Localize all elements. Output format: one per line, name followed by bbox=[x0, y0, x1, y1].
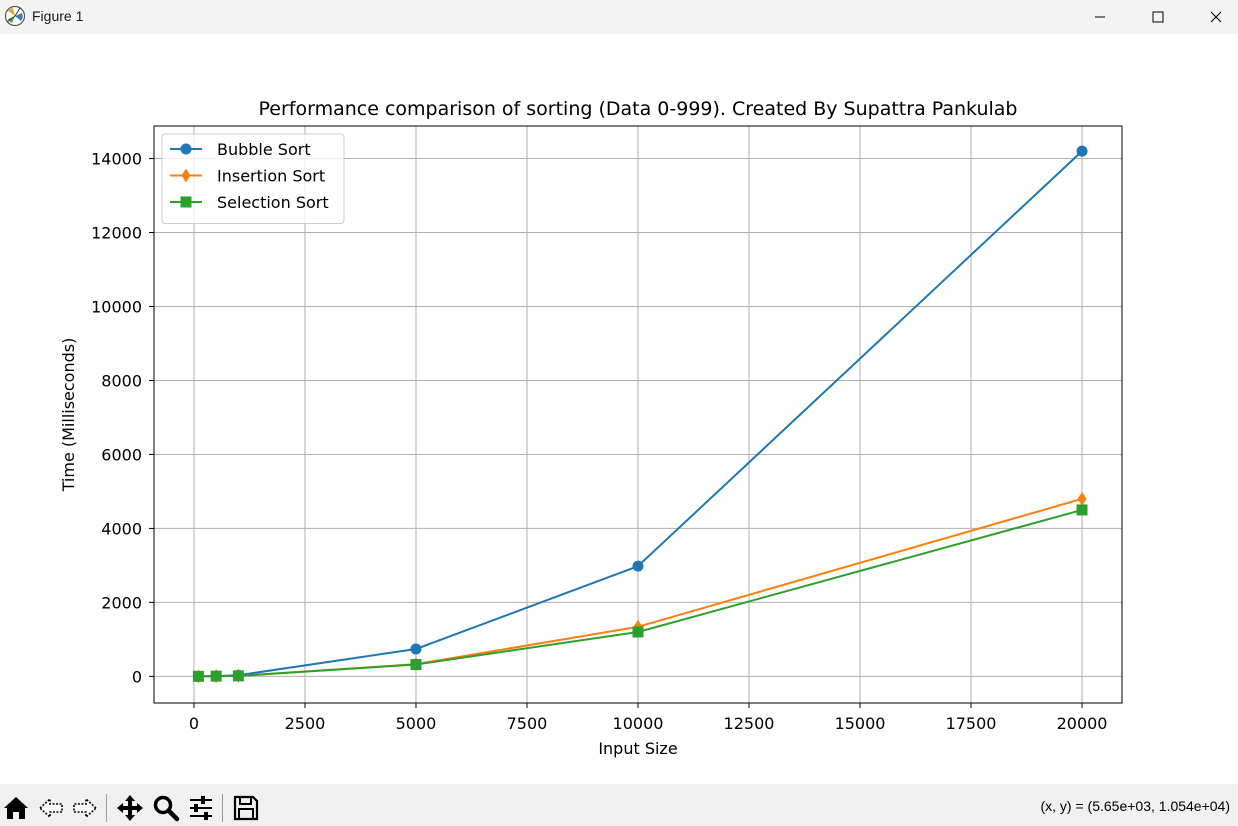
y-tick-label: 4000 bbox=[101, 519, 142, 538]
matplotlib-app-icon bbox=[4, 5, 26, 27]
series-line-insertion-sort bbox=[198, 497, 1083, 678]
data-point-bubble-sort bbox=[632, 560, 644, 572]
legend-label: Bubble Sort bbox=[217, 140, 311, 159]
y-tick-label: 2000 bbox=[101, 593, 142, 612]
close-button[interactable] bbox=[1187, 0, 1238, 34]
legend-marker bbox=[181, 168, 191, 183]
navigation-toolbar: (x, y) = (5.65e+03, 1.054e+04) bbox=[0, 784, 1238, 826]
y-tick-label: 8000 bbox=[101, 371, 142, 390]
y-tick-label: 6000 bbox=[101, 445, 142, 464]
y-tick-label: 14000 bbox=[91, 150, 142, 169]
pan-move-icon bbox=[117, 795, 143, 821]
line-chart: Performance comparison of sorting (Data … bbox=[59, 98, 1123, 758]
zoom-magnifier-icon bbox=[153, 795, 180, 822]
configure-subplots-icon bbox=[190, 796, 212, 820]
x-axis-label: Input Size bbox=[598, 739, 677, 758]
legend-marker bbox=[180, 196, 192, 208]
minimize-icon bbox=[1095, 16, 1105, 18]
y-tick-label: 10000 bbox=[91, 297, 142, 316]
cursor-coordinates-readout: (x, y) = (5.65e+03, 1.054e+04) bbox=[1040, 798, 1230, 814]
data-point-bubble-sort bbox=[1076, 145, 1088, 157]
y-axis-label: Time (Milliseconds) bbox=[59, 338, 78, 493]
plot-frame bbox=[153, 125, 1123, 704]
legend-entry-insertion-sort: Insertion Sort bbox=[170, 167, 325, 186]
figure-canvas[interactable]: Performance comparison of sorting (Data … bbox=[0, 34, 1238, 784]
configure-subplots-button[interactable] bbox=[186, 793, 216, 823]
data-point-bubble-sort bbox=[410, 643, 422, 655]
series-bubble-sort bbox=[192, 145, 1088, 682]
toolbar-separator bbox=[222, 794, 223, 822]
data-point-selection-sort bbox=[232, 670, 244, 682]
legend-entry-selection-sort: Selection Sort bbox=[170, 193, 329, 212]
x-tick-label: 20000 bbox=[1057, 714, 1108, 733]
chart-title: Performance comparison of sorting (Data … bbox=[259, 98, 1018, 120]
save-floppy-icon bbox=[233, 795, 259, 821]
pan-button[interactable] bbox=[115, 793, 145, 823]
series-line-selection-sort bbox=[198, 508, 1083, 678]
window-title: Figure 1 bbox=[32, 8, 84, 24]
minimize-button[interactable] bbox=[1071, 0, 1129, 34]
zoom-button[interactable] bbox=[151, 793, 181, 823]
x-tick-label: 0 bbox=[189, 714, 199, 733]
legend-marker bbox=[180, 143, 192, 155]
x-tick-label: 12500 bbox=[724, 714, 775, 733]
series-insertion-sort bbox=[193, 491, 1087, 684]
maximize-icon bbox=[1152, 11, 1164, 23]
legend: Bubble Sort Insertion Sort Selection Sort bbox=[161, 133, 345, 224]
series-selection-sort bbox=[192, 504, 1088, 682]
data-point-selection-sort bbox=[192, 670, 204, 682]
close-icon bbox=[1210, 11, 1222, 23]
save-button[interactable] bbox=[231, 793, 261, 823]
legend-label: Insertion Sort bbox=[217, 167, 325, 186]
x-tick-label: 5000 bbox=[396, 714, 437, 733]
y-tick-label: 12000 bbox=[91, 224, 142, 243]
x-tick-label: 2500 bbox=[285, 714, 326, 733]
x-tick-label: 7500 bbox=[507, 714, 548, 733]
back-button[interactable] bbox=[36, 793, 66, 823]
data-point-selection-sort bbox=[410, 659, 422, 671]
y-tick-label: 0 bbox=[132, 667, 142, 686]
x-tick-label: 17500 bbox=[946, 714, 997, 733]
series-line-bubble-sort bbox=[198, 150, 1083, 678]
data-point-selection-sort bbox=[210, 670, 222, 682]
legend-box bbox=[161, 133, 345, 224]
axis-ticks: 0 2500 5000 7500 10000 12500 15000 17500 20000 0 2… bbox=[91, 150, 1107, 733]
toolbar-separator bbox=[106, 794, 107, 822]
data-point-selection-sort bbox=[632, 626, 644, 638]
data-point-selection-sort bbox=[1076, 504, 1088, 516]
series-lines bbox=[192, 145, 1088, 684]
x-tick-label: 10000 bbox=[613, 714, 664, 733]
x-tick-label: 15000 bbox=[835, 714, 886, 733]
window-titlebar: Figure 1 bbox=[0, 0, 1238, 34]
maximize-button[interactable] bbox=[1129, 0, 1187, 34]
home-icon bbox=[4, 797, 28, 819]
grid-lines bbox=[154, 126, 1122, 703]
data-point-insertion-sort bbox=[1077, 491, 1087, 506]
forward-arrow-icon bbox=[73, 797, 98, 819]
forward-button[interactable] bbox=[70, 793, 100, 823]
home-button[interactable] bbox=[1, 793, 31, 823]
legend-entry-bubble-sort: Bubble Sort bbox=[170, 140, 311, 159]
back-arrow-icon bbox=[38, 797, 63, 819]
legend-label: Selection Sort bbox=[217, 193, 329, 212]
